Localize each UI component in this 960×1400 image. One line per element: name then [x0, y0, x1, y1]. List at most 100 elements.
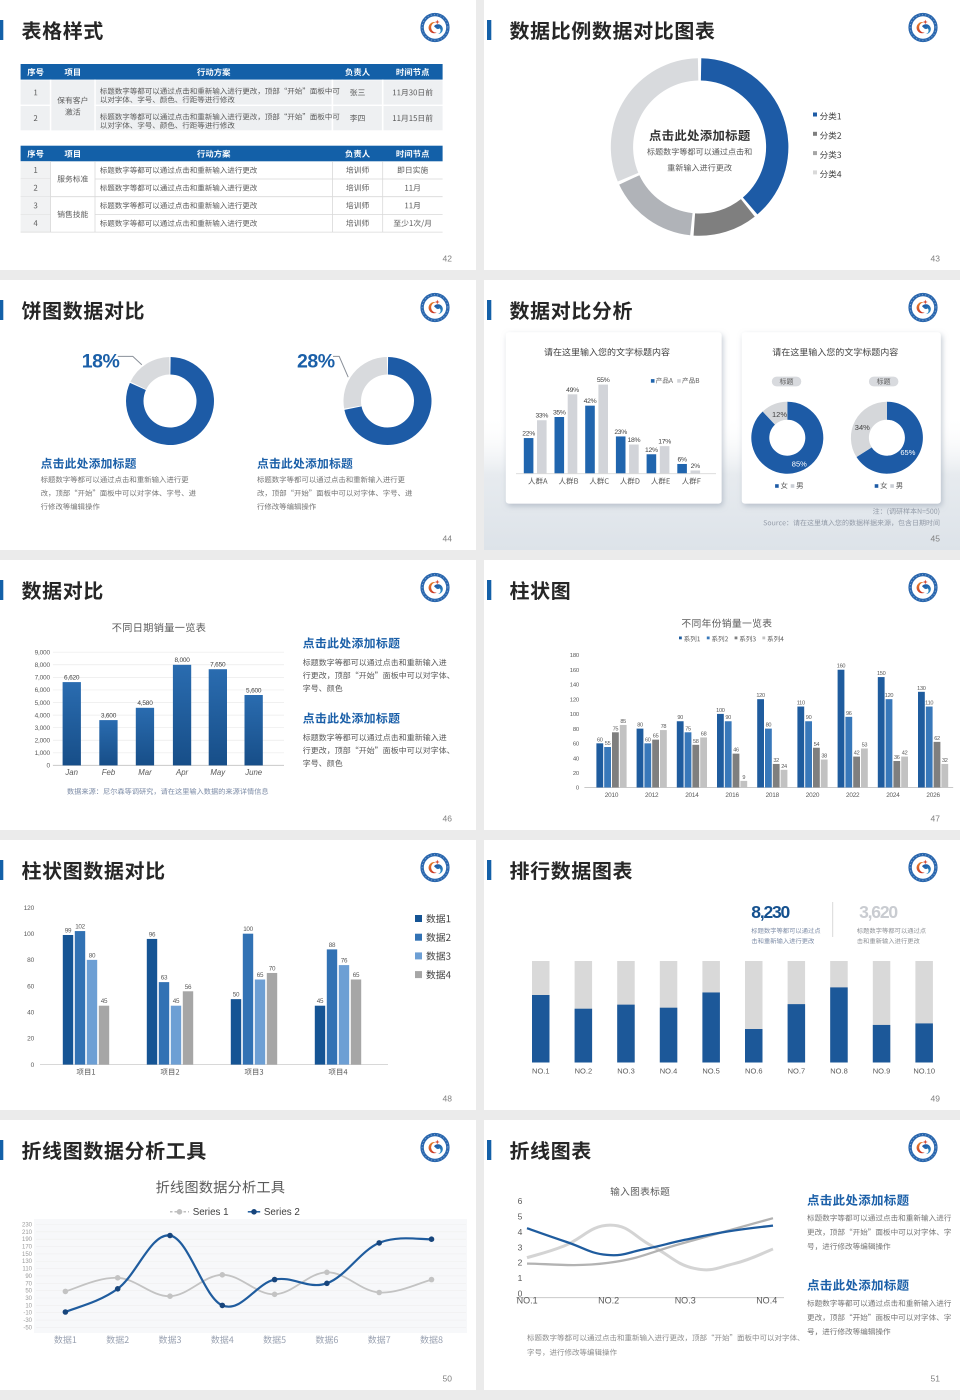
svg-text:18%: 18%: [82, 351, 120, 373]
svg-text:55%: 55%: [597, 377, 610, 384]
svg-text:5,600: 5,600: [246, 687, 262, 694]
svg-text:7,650: 7,650: [210, 662, 226, 669]
svg-text:Series 2: Series 2: [264, 1207, 300, 1218]
svg-text:80: 80: [637, 723, 643, 729]
svg-text:88: 88: [329, 942, 336, 949]
svg-text:40: 40: [573, 756, 580, 762]
svg-text:50: 50: [25, 1289, 32, 1295]
svg-text:-50: -50: [23, 1325, 32, 1331]
svg-text:NO.5: NO.5: [702, 1067, 720, 1076]
svg-text:63: 63: [161, 975, 168, 982]
svg-text:6%: 6%: [677, 457, 686, 464]
svg-text:55: 55: [605, 741, 611, 747]
svg-text:3,600: 3,600: [101, 712, 117, 719]
svg-text:NO.2: NO.2: [598, 1295, 619, 1305]
svg-text:42%: 42%: [584, 398, 597, 405]
svg-text:60: 60: [645, 737, 651, 743]
svg-text:2020: 2020: [806, 792, 820, 799]
svg-text:50: 50: [233, 992, 240, 999]
svg-text:100: 100: [716, 708, 725, 714]
svg-text:100: 100: [243, 926, 253, 933]
svg-text:4,000: 4,000: [35, 712, 51, 719]
svg-text:130: 130: [917, 686, 926, 692]
svg-text:42: 42: [854, 751, 860, 757]
svg-text:2026: 2026: [926, 792, 940, 799]
svg-text:0: 0: [31, 1062, 35, 1069]
svg-text:12%: 12%: [645, 447, 658, 454]
svg-text:NO.3: NO.3: [617, 1067, 635, 1076]
svg-text:96: 96: [149, 931, 156, 938]
svg-text:45: 45: [931, 534, 941, 544]
svg-text:60: 60: [573, 742, 580, 748]
svg-text:230: 230: [22, 1223, 33, 1229]
svg-text:18%: 18%: [628, 437, 641, 444]
svg-text:160: 160: [837, 664, 846, 670]
svg-text:180: 180: [570, 653, 580, 659]
svg-text:3,620: 3,620: [859, 902, 898, 922]
svg-text:8,000: 8,000: [174, 657, 190, 664]
svg-text:2: 2: [518, 1258, 523, 1268]
svg-text:Apr: Apr: [175, 768, 189, 777]
svg-text:35%: 35%: [553, 410, 566, 417]
svg-text:NO.4: NO.4: [660, 1067, 678, 1076]
svg-text:99: 99: [65, 928, 72, 935]
svg-text:160: 160: [570, 668, 580, 674]
svg-text:23%: 23%: [614, 429, 627, 436]
svg-text:NO.4: NO.4: [756, 1295, 777, 1305]
svg-text:2012: 2012: [645, 792, 659, 799]
svg-text:3,000: 3,000: [35, 725, 51, 732]
svg-text:43: 43: [931, 254, 941, 264]
svg-text:45: 45: [317, 998, 324, 1005]
svg-text:32: 32: [942, 758, 948, 764]
svg-text:50: 50: [443, 1374, 453, 1384]
svg-text:NO.1: NO.1: [532, 1067, 550, 1076]
svg-text:70: 70: [269, 966, 276, 973]
svg-text:40: 40: [27, 1010, 34, 1017]
svg-text:2016: 2016: [725, 792, 739, 799]
svg-text:2018: 2018: [766, 792, 780, 799]
svg-text:7,000: 7,000: [35, 675, 51, 682]
svg-text:0: 0: [518, 1289, 523, 1299]
svg-text:45: 45: [173, 998, 180, 1005]
svg-text:49%: 49%: [566, 387, 579, 394]
svg-text:150: 150: [22, 1252, 33, 1258]
svg-text:56: 56: [185, 984, 192, 991]
svg-text:102: 102: [75, 924, 85, 931]
svg-text:140: 140: [570, 683, 580, 689]
svg-text:65: 65: [353, 972, 360, 979]
svg-text:96: 96: [846, 711, 852, 717]
svg-text:78: 78: [661, 724, 667, 730]
svg-text:100: 100: [24, 931, 35, 938]
svg-text:NO.3: NO.3: [675, 1295, 696, 1305]
svg-text:4,580: 4,580: [137, 700, 153, 707]
svg-text:190: 190: [22, 1237, 33, 1243]
svg-text:110: 110: [925, 701, 933, 707]
svg-text:80: 80: [89, 952, 96, 959]
svg-text:28%: 28%: [297, 351, 335, 373]
svg-text:3: 3: [518, 1242, 523, 1252]
svg-text:NO.6: NO.6: [745, 1067, 763, 1076]
svg-text:85: 85: [620, 719, 626, 725]
svg-text:65: 65: [653, 734, 659, 740]
svg-text:58: 58: [693, 739, 699, 745]
svg-text:NO.7: NO.7: [788, 1067, 806, 1076]
svg-text:9,000: 9,000: [35, 650, 51, 657]
svg-text:NO.8: NO.8: [830, 1067, 848, 1076]
svg-text:32: 32: [773, 758, 779, 764]
svg-text:53: 53: [862, 743, 868, 749]
svg-text:6,620: 6,620: [64, 674, 80, 681]
svg-text:22%: 22%: [522, 431, 535, 438]
svg-text:9: 9: [742, 775, 745, 781]
svg-text:80: 80: [573, 727, 580, 733]
svg-text:2010: 2010: [605, 792, 619, 799]
svg-text:42: 42: [902, 751, 908, 757]
svg-text:Feb: Feb: [102, 768, 116, 777]
svg-text:20: 20: [573, 771, 580, 777]
svg-text:100: 100: [570, 712, 580, 718]
svg-text:8,230: 8,230: [751, 902, 790, 922]
svg-text:1,000: 1,000: [35, 750, 51, 757]
svg-text:85%: 85%: [792, 459, 807, 468]
svg-text:90: 90: [25, 1274, 32, 1280]
svg-text:80: 80: [27, 957, 34, 964]
svg-text:2022: 2022: [846, 792, 860, 799]
